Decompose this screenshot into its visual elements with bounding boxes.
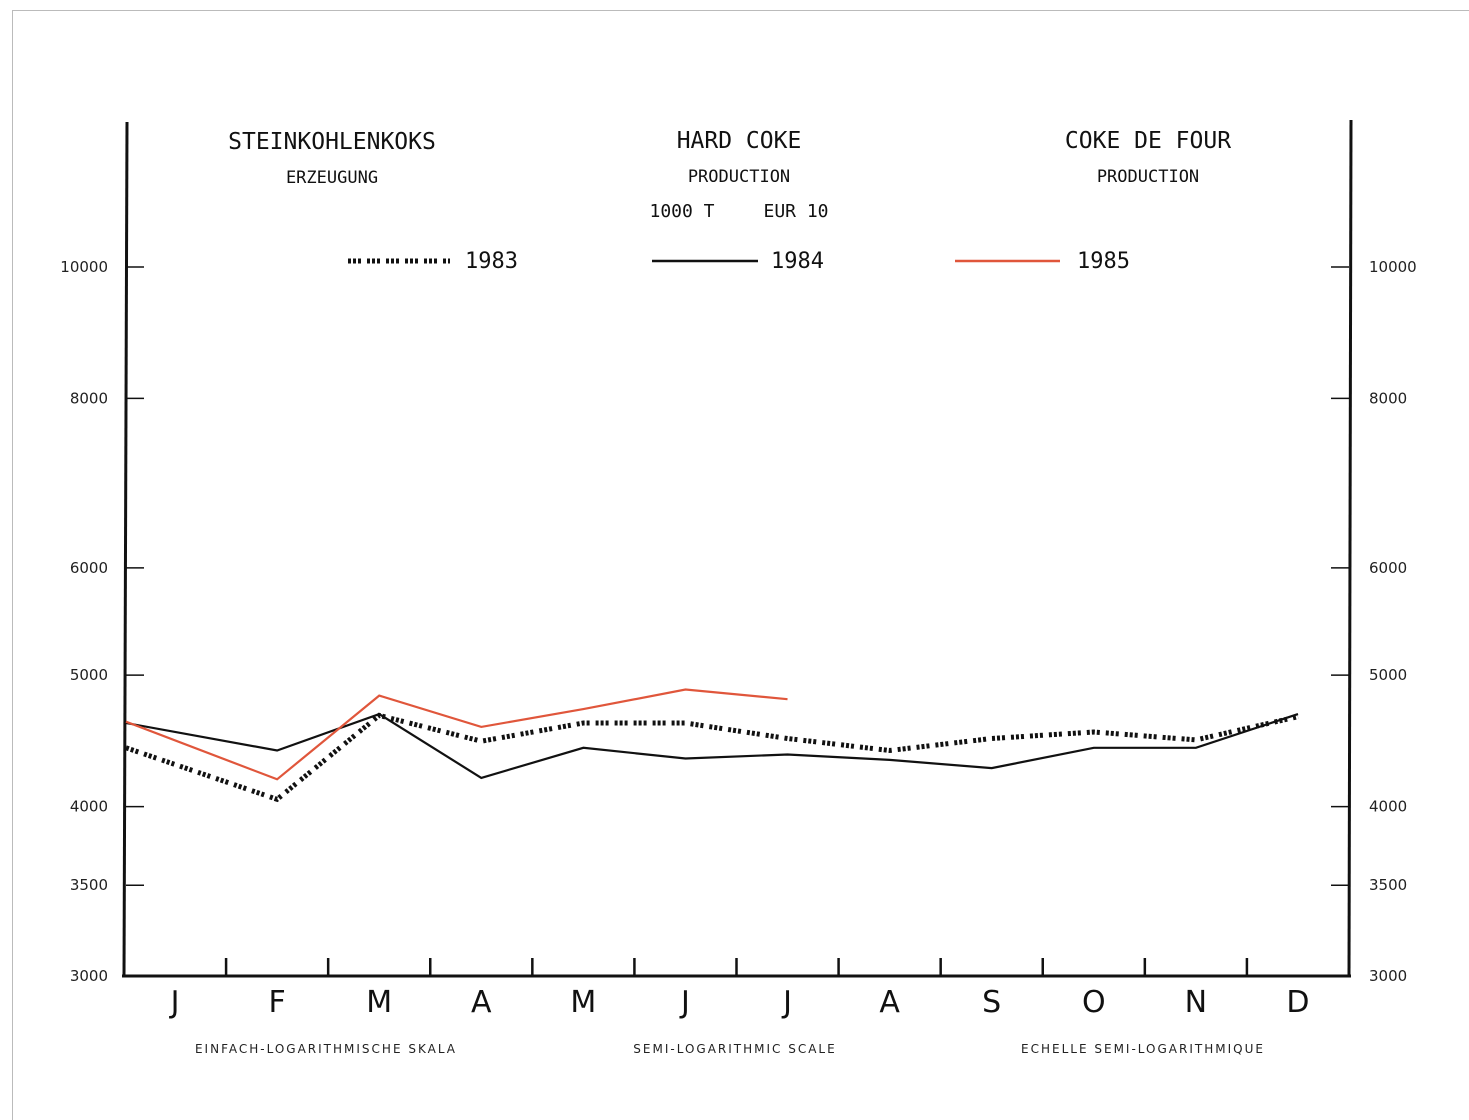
series-lines (126, 689, 1298, 799)
title-french: COKE DE FOUR PRODUCTION (1065, 128, 1231, 187)
subtitle-de: ERZEUGUNG (286, 168, 378, 188)
legend-label-1983: 1983 (465, 249, 518, 274)
x-tick-label-11: D (1286, 985, 1309, 1020)
y-tick-label-left-3: 5000 (70, 666, 108, 684)
x-tick-label-2: M (366, 985, 392, 1020)
legend-label-1984: 1984 (771, 249, 824, 274)
y-tick-label-left-0: 3000 (70, 967, 108, 985)
y-tick-label-right-5: 8000 (1369, 389, 1407, 407)
footer: EINFACH-LOGARITHMISCHE SKALA SEMI-LOGARI… (195, 1042, 1265, 1056)
x-tick-label-10: N (1185, 985, 1207, 1020)
series-1984-line (126, 714, 1298, 778)
legend-label-1985: 1985 (1077, 249, 1130, 274)
x-tick-label-4: M (570, 985, 596, 1020)
right-axis (1349, 120, 1351, 977)
y-tick-label-right-6: 10000 (1369, 258, 1417, 276)
y-tick-label-right-4: 6000 (1369, 559, 1407, 577)
footer-de: EINFACH-LOGARITHMISCHE SKALA (195, 1042, 457, 1056)
x-tick-label-0: J (169, 985, 180, 1020)
x-tick-label-7: A (879, 985, 900, 1020)
y-tick-label-left-2: 4000 (70, 798, 108, 816)
title-german: STEINKOHLENKOKS ERZEUGUNG (228, 129, 436, 188)
y-tick-label-left-5: 8000 (70, 389, 108, 407)
subtitle-en: PRODUCTION (688, 167, 790, 187)
x-tick-label-3: A (471, 985, 492, 1020)
y-tick-label-left-6: 10000 (60, 258, 108, 276)
y-tick-label-right-3: 5000 (1369, 666, 1407, 684)
y-tick-label-right-1: 3500 (1369, 876, 1407, 894)
title-english: HARD COKE PRODUCTION 1000 T EUR 10 (649, 128, 828, 222)
axes (122, 120, 1351, 977)
y-tick-label-left-4: 6000 (70, 559, 108, 577)
legend: 1983 1984 1985 (348, 249, 1130, 274)
y-tick-label-left-1: 3500 (70, 876, 108, 894)
y-ticks: 3000 3000 3500 3500 4000 4000 5000 5000 6000 6000… (60, 258, 1416, 985)
x-tick-label-5: J (679, 985, 690, 1020)
title-de: STEINKOHLENKOKS (228, 129, 436, 155)
left-axis (124, 122, 127, 977)
region-label: EUR 10 (763, 201, 828, 222)
subtitle-fr: PRODUCTION (1097, 167, 1199, 187)
title-en: HARD COKE (677, 128, 802, 154)
x-tick-label-8: S (982, 985, 1001, 1020)
footer-en: SEMI-LOGARITHMIC SCALE (633, 1042, 836, 1056)
footer-fr: ECHELLE SEMI-LOGARITHMIQUE (1021, 1042, 1265, 1056)
x-tick-label-1: F (268, 985, 285, 1020)
y-tick-label-right-0: 3000 (1369, 967, 1407, 985)
unit-label: 1000 T (649, 201, 714, 222)
x-tick-label-6: J (781, 985, 792, 1020)
x-tick-label-9: O (1082, 985, 1106, 1020)
y-tick-label-right-2: 4000 (1369, 798, 1407, 816)
title-fr: COKE DE FOUR (1065, 128, 1231, 154)
